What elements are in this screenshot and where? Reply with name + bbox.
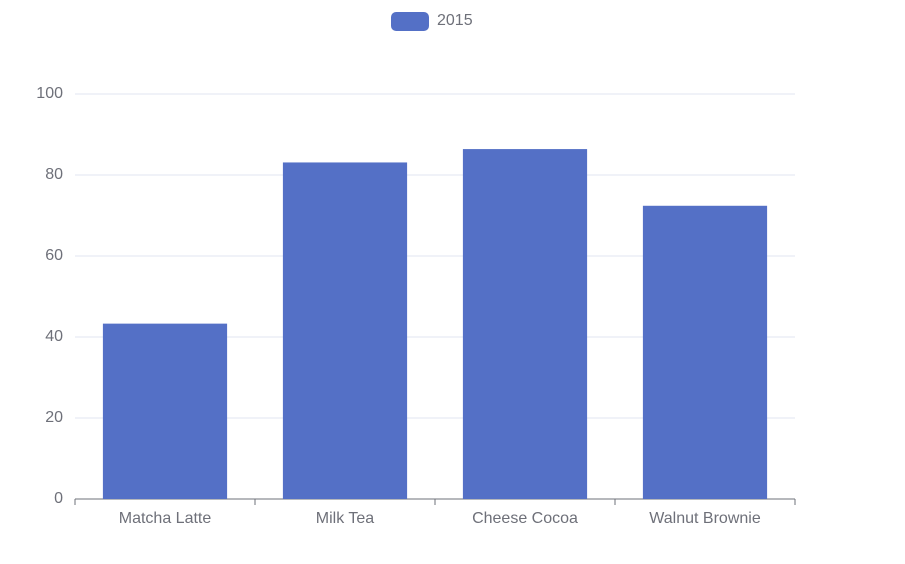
legend-label[interactable]: 2015 — [437, 12, 473, 29]
legend-swatch[interactable] — [391, 12, 429, 31]
y-tick-label: 100 — [36, 85, 63, 102]
y-tick-label: 60 — [45, 247, 63, 264]
x-tick-label: Cheese Cocoa — [472, 510, 578, 527]
x-tick-label: Matcha Latte — [119, 510, 212, 527]
bar[interactable] — [642, 205, 768, 499]
y-tick-label: 0 — [54, 490, 63, 507]
bar[interactable] — [462, 149, 588, 499]
x-tick-label: Walnut Brownie — [649, 510, 761, 527]
y-tick-label: 20 — [45, 409, 63, 426]
bar[interactable] — [102, 323, 228, 499]
x-tick-label: Milk Tea — [316, 510, 374, 527]
y-tick-label: 40 — [45, 328, 63, 345]
bar[interactable] — [282, 162, 408, 499]
y-tick-label: 80 — [45, 166, 63, 183]
